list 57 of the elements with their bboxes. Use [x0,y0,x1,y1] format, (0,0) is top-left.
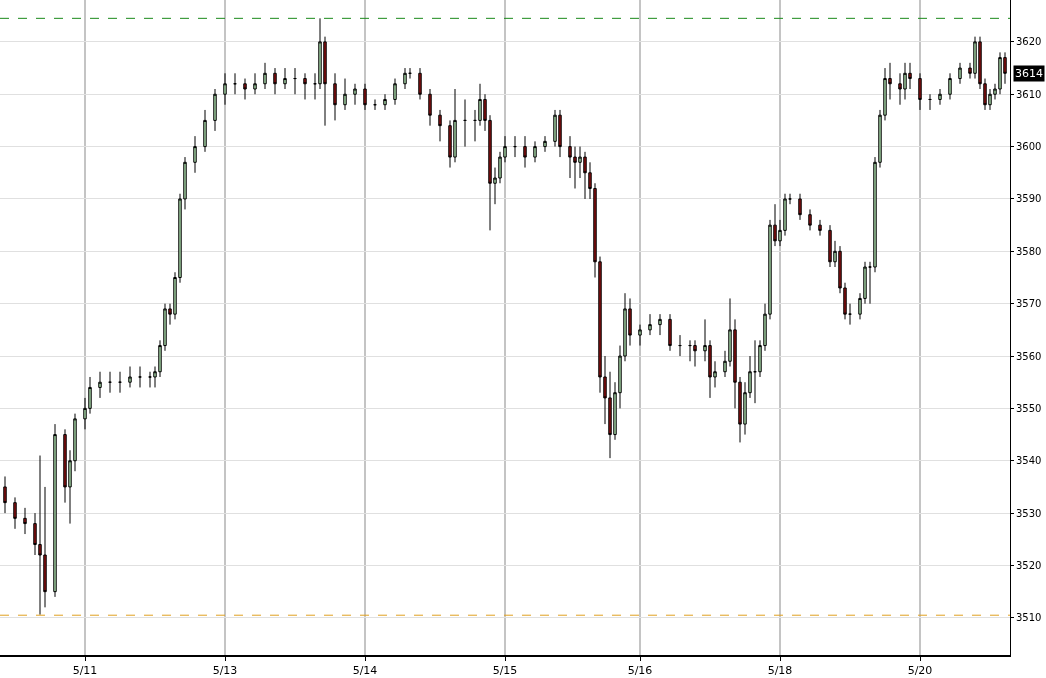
candlestick [243,78,247,100]
candlestick [363,83,367,111]
candlestick [418,67,422,100]
candlestick [638,324,642,347]
y-tick-label: 3510 [1016,612,1042,624]
candlestick [23,507,27,535]
candlestick [938,88,942,106]
candlestick [798,193,802,221]
candlestick [523,135,527,169]
candlestick [808,208,812,231]
candlestick [303,72,307,100]
candlestick [818,219,822,237]
candlestick [3,475,7,514]
x-tick-label: 5/20 [907,663,933,677]
candlestick [693,339,697,368]
y-tick-label: 3600 [1016,141,1042,153]
y-tick-label: 3620 [1016,36,1042,48]
y-tick-label: 3530 [1016,507,1042,519]
y-tick-label: 3590 [1016,193,1042,205]
text: 3614 [1015,67,1043,80]
candlestick [283,67,287,90]
candlestick [263,62,267,90]
candlestick [428,88,432,127]
y-tick-label: 3540 [1016,455,1042,467]
y-tick-label: 3580 [1016,245,1042,257]
x-tick-label: 5/11 [72,663,98,677]
candlestick [223,72,227,106]
candlestick [533,140,537,163]
x-tick-label: 5/15 [492,663,518,677]
candlestick [648,313,652,336]
y-tick-label: 3550 [1016,402,1042,414]
candlestick [543,135,547,153]
candlestick [658,313,662,336]
y-tick-label: 3610 [1016,88,1042,100]
x-tick-label: 5/14 [352,663,378,677]
candlestick [668,313,672,352]
candlestick [13,496,17,530]
candlestick [393,78,397,106]
candlestick [958,62,962,85]
candlestick [383,93,387,111]
x-tick-label: 5/13 [212,663,238,677]
candlestick [213,88,217,132]
y-tick-label: 3560 [1016,350,1042,362]
candlestick [273,67,277,95]
candlestick [403,67,407,90]
candlestick [948,72,952,100]
x-tick-label: 5/18 [767,663,793,677]
candlestick [203,109,207,153]
candlestick [193,135,197,174]
candlestick [98,371,102,399]
candlestick [53,423,57,598]
candlestick [918,72,922,111]
candlestick [438,109,442,142]
x-tick-label: 5/16 [627,663,653,677]
candlestick [333,72,337,121]
y-tick-label: 3570 [1016,298,1042,310]
y-tick-label: 3520 [1016,559,1042,571]
